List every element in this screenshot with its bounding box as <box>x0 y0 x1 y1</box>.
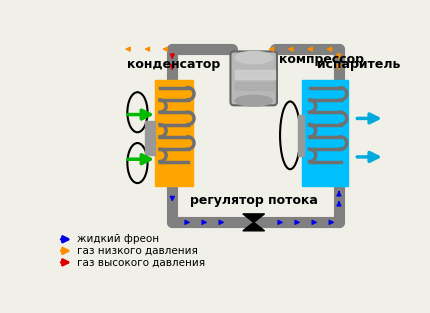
Ellipse shape <box>235 95 272 106</box>
Text: жидкий фреон: жидкий фреон <box>77 234 159 244</box>
Text: компрессор: компрессор <box>279 53 363 66</box>
Text: конденсатор: конденсатор <box>127 59 221 71</box>
Text: газ низкого давления: газ низкого давления <box>77 246 198 256</box>
Bar <box>154 80 193 186</box>
Polygon shape <box>243 222 264 231</box>
Bar <box>235 82 275 90</box>
FancyBboxPatch shape <box>230 51 277 105</box>
Bar <box>298 115 304 156</box>
Text: испаритель: испаритель <box>316 59 400 71</box>
Bar <box>235 70 275 79</box>
Ellipse shape <box>235 51 272 64</box>
Bar <box>302 80 348 186</box>
Text: газ высокого давления: газ высокого давления <box>77 257 205 267</box>
Polygon shape <box>243 214 264 222</box>
Bar <box>145 121 155 155</box>
Text: регулятор потока: регулятор потока <box>190 194 318 207</box>
